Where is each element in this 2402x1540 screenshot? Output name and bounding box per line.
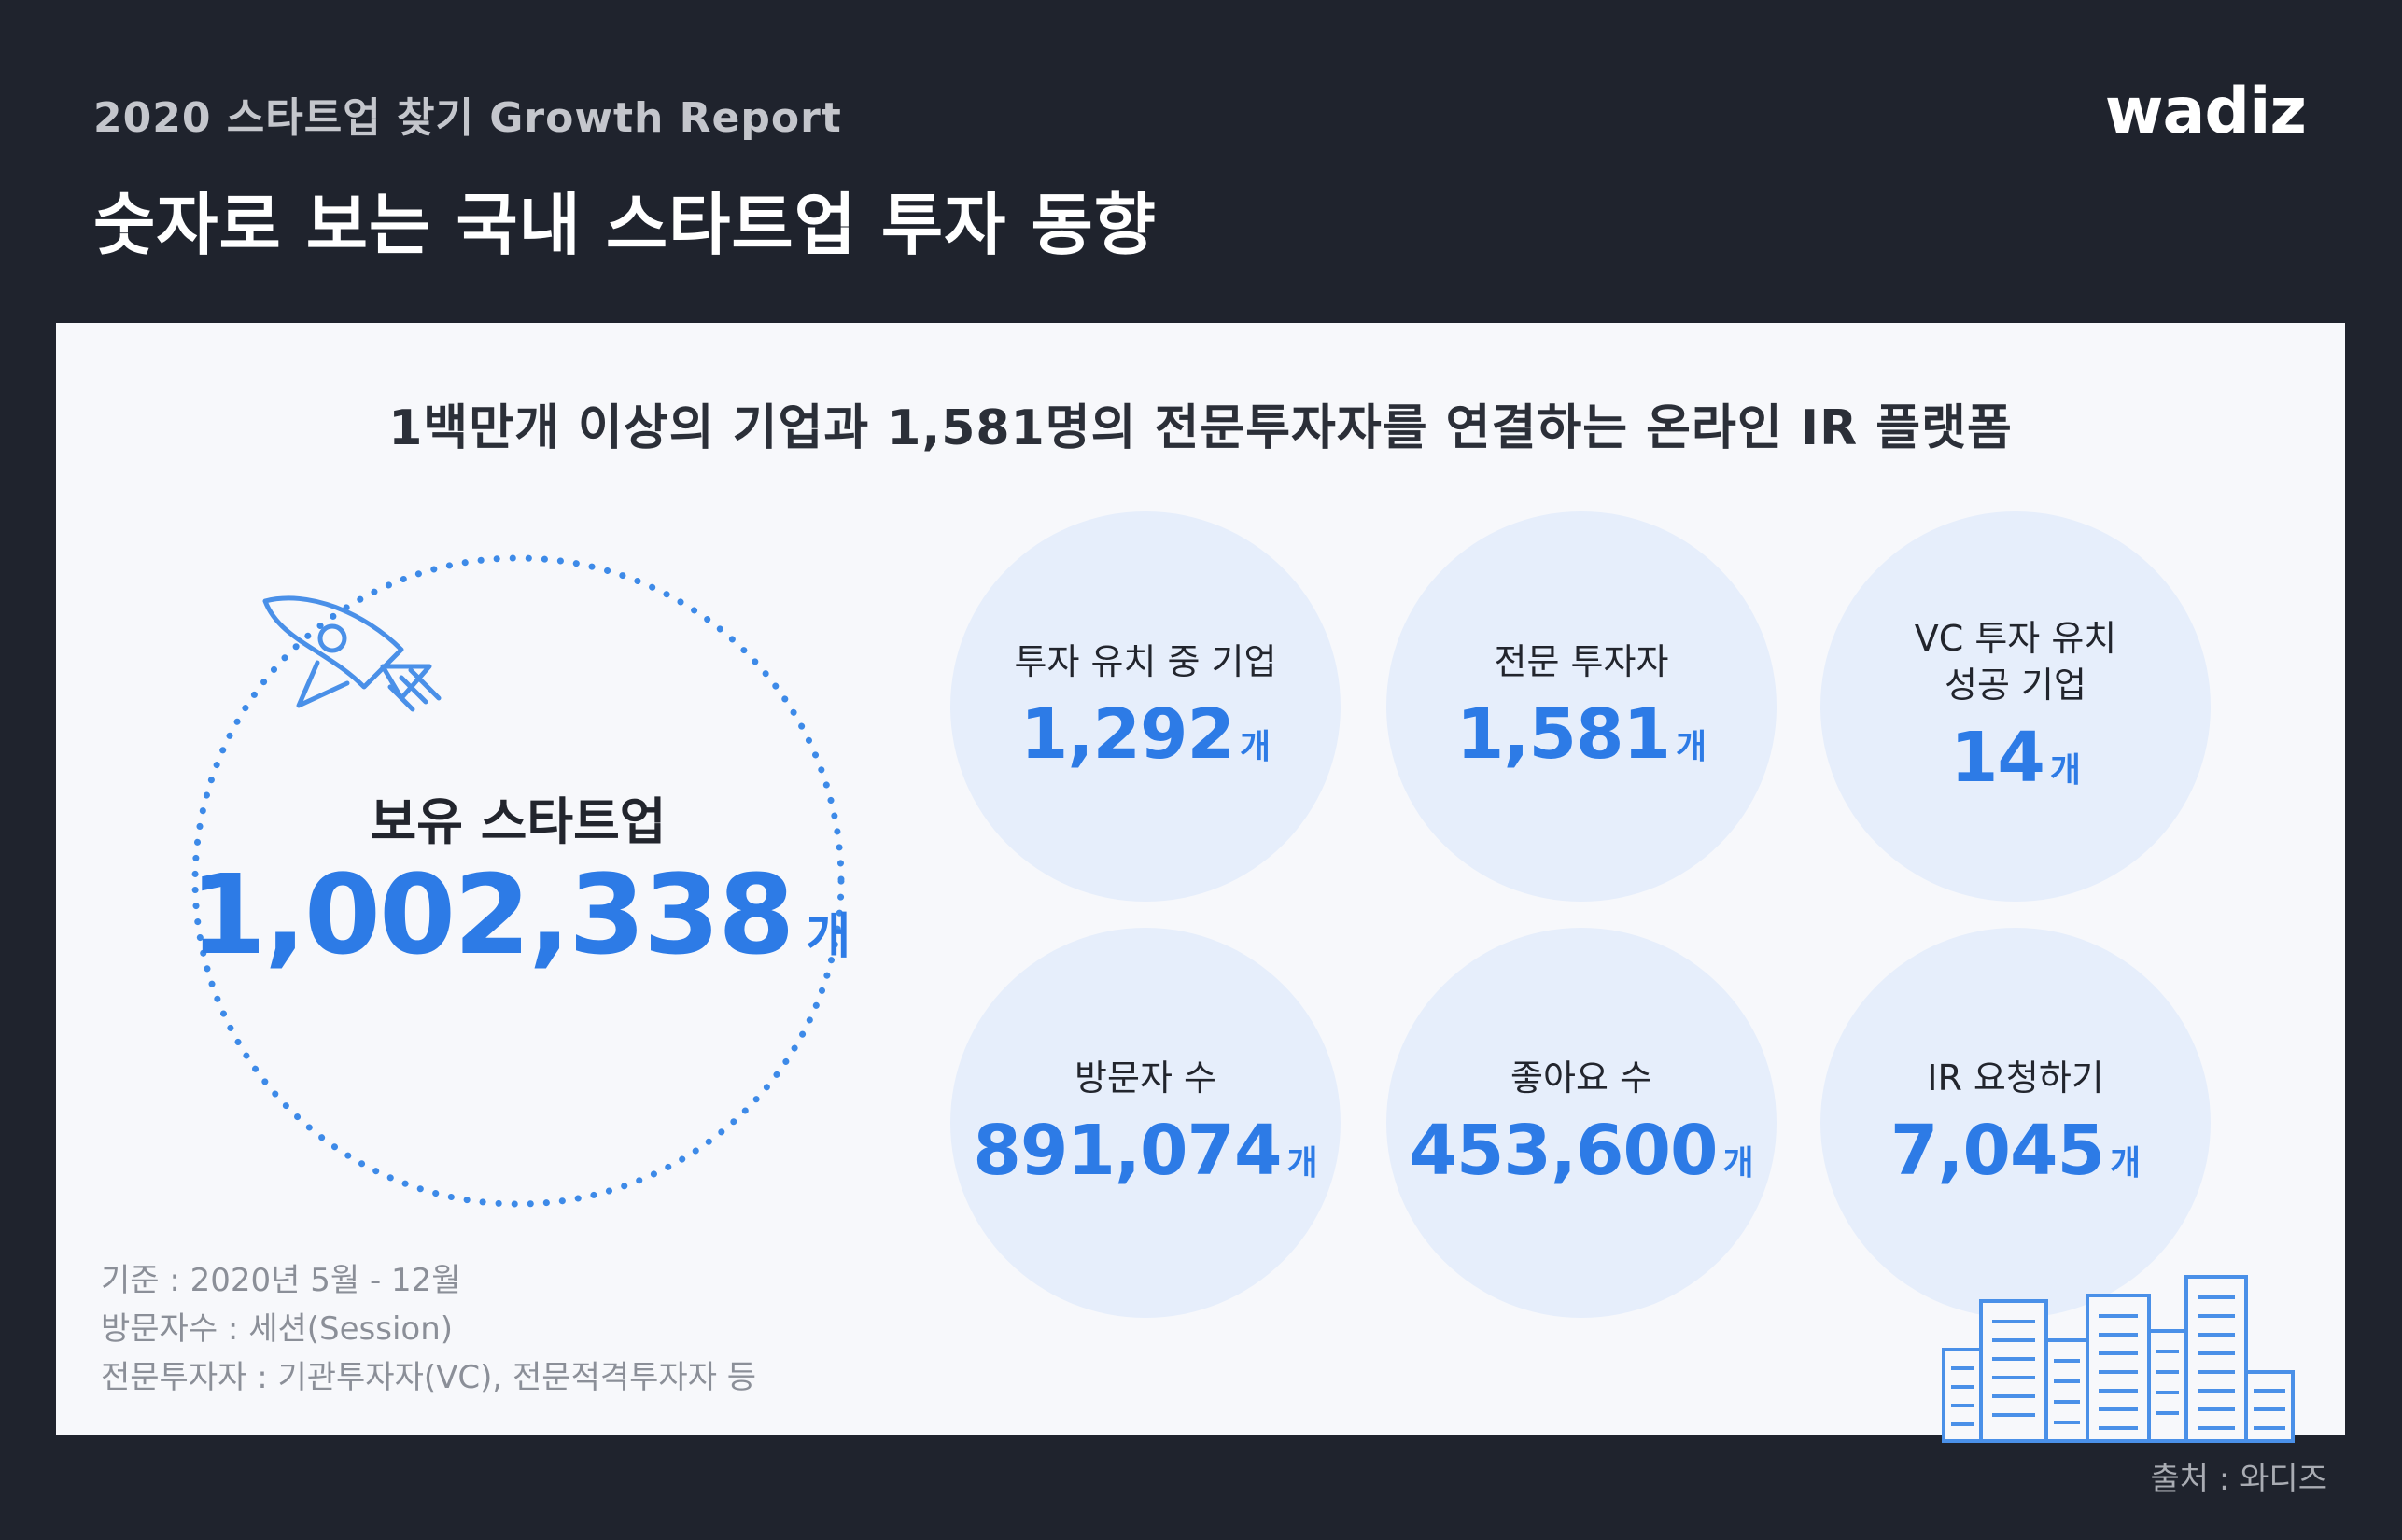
stat-visitors: 방문자 수 891,074 개 [950, 928, 1341, 1318]
report-pretitle: 2020 스타트업 찾기 Growth Report [93, 94, 842, 142]
main-stat-label: 보유 스타트업 [370, 792, 667, 851]
source-credit: 출처 : 와디즈 [2150, 1461, 2327, 1498]
stat-professional-investors: 전문 투자자 1,581 개 [1386, 511, 1777, 902]
panel-subtitle: 1백만개 이상의 기업과 1,581명의 전문투자자를 연결하는 온라인 IR … [388, 400, 2013, 456]
footnote-investors: 전문투자자 : 기관투자자(VC), 전문적격투자자 등 [101, 1359, 757, 1396]
stat-label: VC 투자 유치 성공 기업 [1914, 618, 2117, 706]
main-stat-unit: 개 [806, 909, 851, 965]
footnote-visitors: 방문자수 : 세션(Session) [101, 1310, 454, 1348]
wadiz-logo: wadiz [2104, 75, 2307, 148]
stat-unit: 개 [1675, 728, 1707, 766]
main-stat-value: 1,002,338 [190, 850, 794, 979]
footnotes: 기준 : 2020년 5월 - 12월 방문자수 : 세션(Session) 전… [101, 1256, 756, 1402]
stat-label: 방문자 수 [1075, 1057, 1216, 1099]
stat-label: 좋아요 수 [1510, 1057, 1652, 1099]
stat-value: 1,581 [1455, 694, 1671, 775]
stat-unit: 개 [1722, 1144, 1754, 1183]
footnote-period: 기준 : 2020년 5월 - 12월 [101, 1262, 461, 1299]
content-panel: 1백만개 이상의 기업과 1,581명의 전문투자자를 연결하는 온라인 IR … [56, 323, 2345, 1443]
stat-value: 891,074 [973, 1111, 1282, 1191]
stat-label: 투자 유치 중 기업 [1014, 641, 1277, 682]
stat-companies-raising: 투자 유치 중 기업 1,292 개 [950, 511, 1341, 902]
stat-unit: 개 [1239, 728, 1271, 766]
stat-vc-funded: VC 투자 유치 성공 기업 14 개 [1820, 511, 2211, 902]
stat-likes: 좋아요 수 453,600 개 [1386, 928, 1777, 1318]
city-buildings-icon [1942, 1275, 2295, 1443]
stat-value: 453,600 [1409, 1111, 1718, 1191]
stat-unit: 개 [2049, 751, 2082, 790]
rocket-icon [262, 595, 442, 712]
dotted-ring [191, 554, 845, 1208]
stat-value: 7,045 [1889, 1111, 2105, 1191]
stat-unit: 개 [1286, 1144, 1318, 1183]
stat-label: 전문 투자자 [1494, 641, 1669, 682]
stat-value: 1,292 [1019, 694, 1235, 775]
page-title: 숫자로 보는 국내 스타트업 투자 동향 [93, 186, 1157, 264]
main-stat-value-row: 1,002,338 개 [190, 850, 851, 979]
stat-label: IR 요청하기 [1927, 1057, 2104, 1099]
stat-value: 14 [1949, 718, 2045, 798]
stat-ir-requests: IR 요청하기 7,045 개 [1820, 928, 2211, 1318]
stat-unit: 개 [2109, 1144, 2142, 1183]
